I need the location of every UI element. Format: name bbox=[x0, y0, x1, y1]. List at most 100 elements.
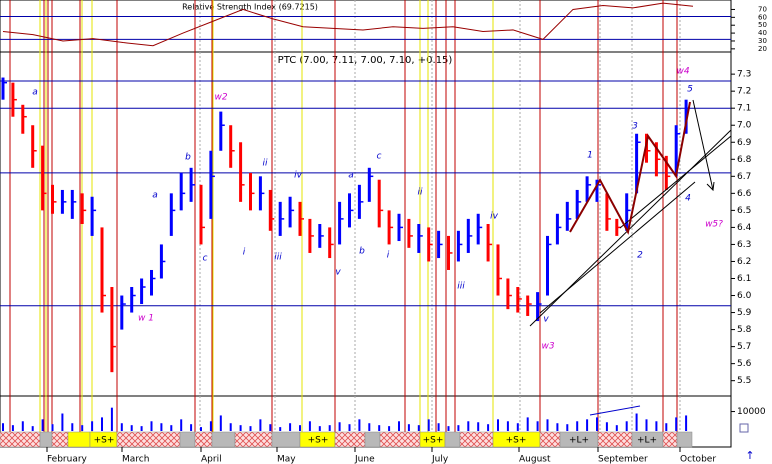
volume-bar bbox=[219, 415, 222, 431]
volume-bar bbox=[180, 419, 183, 431]
price-bar bbox=[219, 111, 223, 151]
signal-band bbox=[662, 431, 678, 448]
wave-label: w5? bbox=[705, 220, 723, 230]
volume-trend bbox=[589, 405, 641, 416]
volume-bar bbox=[41, 419, 44, 431]
y-tick-label: 6.4 bbox=[737, 223, 752, 233]
price-bar bbox=[516, 287, 520, 313]
wave-label: w2 bbox=[214, 93, 227, 103]
price-bar bbox=[21, 104, 25, 134]
rsi-tick-label: 20 bbox=[758, 45, 767, 53]
signal-band bbox=[39, 431, 53, 448]
x-tick-label: September bbox=[598, 455, 648, 464]
price-bar bbox=[100, 227, 104, 313]
signal-band bbox=[67, 431, 91, 448]
scroll-arrow[interactable]: ↑ bbox=[745, 449, 754, 462]
trend-line bbox=[619, 135, 732, 229]
price-bar bbox=[625, 193, 629, 231]
price-bar bbox=[456, 230, 460, 262]
volume-bar bbox=[447, 426, 450, 431]
volume-bar bbox=[576, 421, 579, 431]
price-bar bbox=[130, 287, 134, 313]
corner-icon[interactable] bbox=[739, 423, 749, 433]
price-bar bbox=[1, 77, 5, 100]
y-tick-label: 7.3 bbox=[737, 70, 751, 80]
price-bar bbox=[674, 125, 678, 177]
wave-label: iii bbox=[457, 282, 465, 292]
x-tick-label: March bbox=[122, 455, 149, 464]
y-tick-label: 5.6 bbox=[737, 359, 752, 369]
price-bar bbox=[90, 196, 94, 236]
wave-label: b bbox=[359, 247, 365, 257]
y-tick-label: 6.9 bbox=[737, 138, 752, 148]
signal-band bbox=[234, 431, 273, 448]
price-bar bbox=[169, 193, 173, 236]
band-label: +L+ bbox=[637, 436, 657, 446]
volume-bar bbox=[209, 421, 212, 431]
volume-bar bbox=[506, 421, 509, 431]
band-label: +S+ bbox=[506, 436, 527, 446]
price-bar bbox=[110, 287, 114, 373]
wave-label: i bbox=[243, 248, 246, 258]
volume-bar bbox=[61, 413, 64, 431]
volume-bar bbox=[338, 422, 341, 431]
y-tick-label: 6.2 bbox=[737, 257, 751, 267]
volume-bar bbox=[388, 426, 391, 431]
signal-band bbox=[179, 431, 196, 448]
price-bar bbox=[565, 201, 569, 231]
price-bar bbox=[209, 150, 213, 219]
y-tick-label: 5.9 bbox=[737, 308, 752, 318]
price-bar bbox=[239, 142, 243, 202]
volume-bar bbox=[239, 425, 242, 431]
signal-band bbox=[459, 431, 494, 448]
signal-band bbox=[0, 431, 41, 448]
y-tick-label: 6.0 bbox=[737, 291, 752, 301]
volume-bar bbox=[615, 425, 618, 431]
wave-label: 1 bbox=[587, 151, 593, 161]
volume-bar bbox=[596, 417, 598, 431]
x-tick-label: October bbox=[680, 455, 716, 464]
volume-bar bbox=[279, 427, 282, 431]
volume-bar bbox=[605, 422, 608, 431]
price-bar bbox=[684, 99, 688, 134]
price-bar bbox=[476, 213, 480, 245]
volume-bar bbox=[655, 421, 658, 431]
volume-bar bbox=[110, 407, 113, 431]
x-tick-label: June bbox=[354, 455, 375, 464]
volume-bar bbox=[91, 421, 94, 431]
volume-bar bbox=[536, 421, 539, 431]
volume-bar bbox=[130, 425, 133, 431]
volume-bar bbox=[101, 417, 103, 431]
price-bar bbox=[338, 201, 342, 245]
x-tick-label: August bbox=[519, 455, 551, 464]
volume-bar bbox=[566, 424, 569, 431]
volume-bar bbox=[190, 424, 193, 431]
wave-label: ii bbox=[417, 188, 423, 198]
price-bar bbox=[526, 295, 530, 316]
volume-bar bbox=[546, 419, 549, 431]
volume-bar bbox=[437, 423, 440, 431]
signal-band bbox=[364, 431, 381, 448]
volume-bar bbox=[645, 419, 648, 431]
volume-bar bbox=[2, 423, 4, 431]
y-tick-label: 6.5 bbox=[737, 206, 751, 216]
price-bar bbox=[367, 167, 371, 202]
volume-bar bbox=[675, 417, 678, 431]
volume-bar bbox=[497, 419, 499, 431]
volume-bar bbox=[170, 425, 173, 431]
trend-line bbox=[539, 181, 696, 314]
wave-label: w3 bbox=[541, 342, 554, 352]
price-bar bbox=[575, 189, 579, 219]
volume-bar bbox=[427, 419, 430, 431]
wave-label: b bbox=[185, 153, 191, 163]
price-bar bbox=[417, 224, 421, 253]
wave-label: a bbox=[32, 88, 38, 98]
volume-bar bbox=[81, 425, 84, 431]
price-bar bbox=[506, 278, 510, 310]
volume-bar bbox=[140, 426, 143, 431]
y-tick-label: 6.1 bbox=[737, 274, 751, 284]
volume-bar bbox=[398, 421, 400, 431]
price-bar bbox=[41, 145, 45, 211]
price-bar bbox=[635, 133, 639, 194]
y-tick-label: 5.5 bbox=[737, 376, 751, 386]
